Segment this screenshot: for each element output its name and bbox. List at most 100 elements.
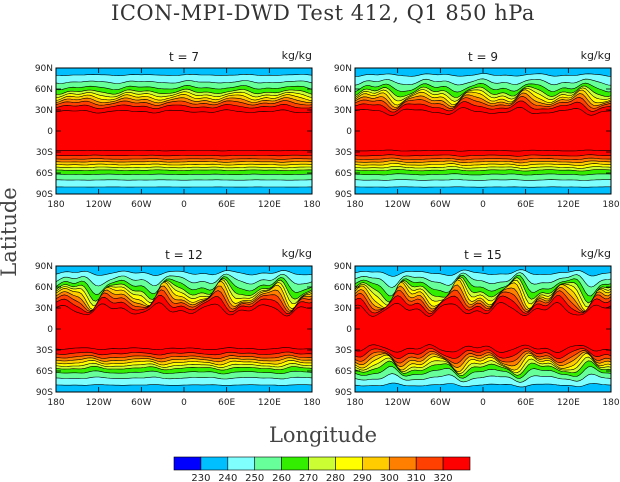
y-tick-label: 0 (47, 325, 53, 335)
contour-field (355, 68, 611, 194)
contour-line (56, 97, 312, 104)
x-tick-label: 180 (47, 398, 64, 408)
x-tick-label: 180 (303, 200, 320, 210)
colorbar-swatch (442, 456, 471, 471)
contour-line (355, 82, 611, 93)
contour-line (355, 163, 611, 167)
x-tick-label: 180 (47, 200, 64, 210)
contour-line (355, 106, 611, 116)
panels: 180 120W 60W 0 60E 120E 180 90N 60N 30N 0 30S 60S 90S… (35, 49, 620, 408)
x-tick-label: 180 (602, 398, 619, 408)
y-tick-label: 30N (35, 304, 53, 314)
x-tick-label: 120W (385, 200, 411, 210)
contour-line (355, 279, 611, 312)
contour-line (56, 166, 312, 169)
contour-line (56, 88, 312, 95)
contour-line (56, 289, 312, 313)
x-tick-label: 60W (430, 398, 450, 408)
contour-line (56, 93, 312, 101)
contour-line (355, 353, 611, 372)
contour-line (355, 366, 611, 379)
contour-line (355, 382, 611, 388)
y-tick-label: 60N (35, 283, 53, 293)
contour-line (56, 270, 312, 276)
x-tick-label: 60E (218, 398, 235, 408)
x-tick-label: 60E (517, 200, 534, 210)
contour-line (355, 373, 611, 383)
x-tick-label: 60W (131, 398, 151, 408)
panel-unit: kg/kg (282, 49, 312, 62)
x-tick-label: 0 (181, 200, 187, 210)
x-tick-label: 60E (517, 398, 534, 408)
x-tick-label: 180 (346, 200, 363, 210)
contour-line (56, 100, 312, 106)
y-tick-label: 60S (36, 169, 53, 179)
contour-line (56, 73, 312, 77)
x-tick-label: 120W (86, 200, 112, 210)
contour-line (56, 158, 312, 160)
y-tick-label: 90N (334, 64, 352, 74)
colorbar-swatch (308, 456, 336, 471)
contour-line (56, 169, 312, 171)
contour-line (355, 78, 611, 86)
contour-line (56, 359, 312, 366)
contour-line (56, 173, 312, 176)
contour-line (56, 150, 312, 152)
colorbar-label: 270 (299, 473, 318, 482)
contour-band (56, 302, 312, 329)
colorbar-swatch (200, 456, 229, 471)
contour-band (355, 131, 611, 152)
contour-line (355, 100, 611, 113)
x-tick-label: 60E (218, 200, 235, 210)
contour-line (56, 85, 312, 91)
contour-line (355, 289, 611, 313)
colorbar-swatch (173, 456, 202, 471)
colorbar-swatch (335, 456, 363, 471)
panel-title: t = 15 (464, 248, 502, 262)
x-tick-label: 120E (557, 398, 580, 408)
contour-line (355, 272, 611, 288)
contour-line (355, 284, 611, 312)
y-tick-label: 30S (335, 346, 352, 356)
contour-line (56, 370, 312, 375)
contour-line (355, 154, 611, 157)
contour-line (355, 95, 611, 111)
contour-line (56, 273, 312, 287)
panel-2: 180 120W 60W 0 60E 120E 180 90N 60N 30N 0 30S 60S 90S… (334, 49, 620, 210)
x-tick-label: 120W (86, 398, 112, 408)
y-tick-label: 60N (334, 283, 352, 293)
contour-line (355, 160, 611, 164)
x-tick-label: 180 (346, 398, 363, 408)
contour-line (56, 351, 312, 356)
contour-field (355, 266, 611, 392)
contour-field (56, 68, 312, 194)
y-tick-label: 60N (334, 85, 352, 95)
contour-band (56, 329, 312, 350)
contour-line (355, 348, 611, 359)
colorbar-label: 240 (218, 473, 237, 482)
colorbar-label: 320 (434, 473, 453, 482)
contour-line (56, 109, 312, 114)
contour-line (56, 161, 312, 163)
y-tick-label: 60S (36, 367, 53, 377)
colorbar-label: 310 (407, 473, 426, 482)
contour-line (56, 103, 312, 110)
y-tick-label: 90S (36, 388, 53, 398)
x-tick-label: 0 (181, 398, 187, 408)
colorbar-swatch (281, 456, 309, 471)
contour-line (355, 168, 611, 172)
contour-line (355, 344, 611, 353)
colorbar-label: 230 (191, 473, 210, 482)
contour-line (56, 154, 312, 157)
colorbar-label: 300 (380, 473, 399, 482)
colorbar-swatch (254, 456, 282, 471)
x-tick-label: 120E (258, 398, 281, 408)
x-tick-label: 120W (385, 398, 411, 408)
y-tick-label: 30S (36, 148, 53, 158)
y-tick-label: 0 (346, 127, 352, 137)
y-tick-label: 0 (47, 127, 53, 137)
colorbar-label: 290 (353, 473, 372, 482)
colorbar-label: 260 (272, 473, 291, 482)
contour-line (355, 301, 611, 317)
contour-line (56, 80, 312, 84)
